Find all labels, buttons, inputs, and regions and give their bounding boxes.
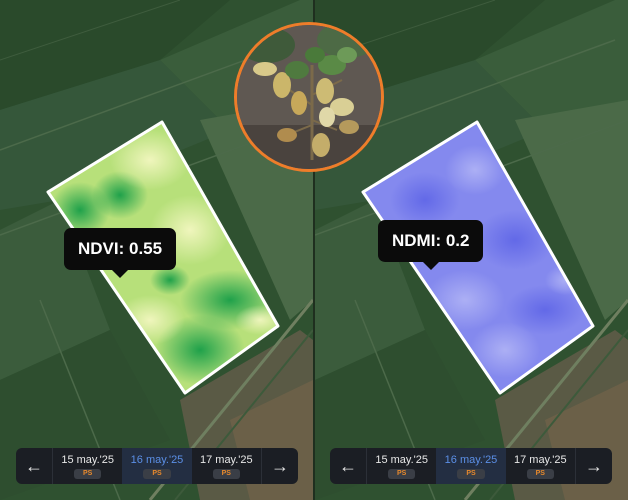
date-label: 17 may.'25 bbox=[199, 453, 253, 466]
date-option[interactable]: 15 may.'25 PS bbox=[53, 448, 122, 484]
source-badge: PS bbox=[212, 468, 240, 479]
next-date-button[interactable]: → bbox=[574, 448, 612, 484]
date-option[interactable]: 17 may.'25 PS bbox=[192, 448, 261, 484]
source-badge: PS bbox=[73, 468, 102, 479]
date-option[interactable]: 15 may.'25 PS bbox=[367, 448, 436, 484]
source-badge: PS bbox=[143, 468, 171, 479]
field-boundary[interactable] bbox=[46, 120, 280, 395]
source-badge: PS bbox=[387, 468, 416, 479]
date-selector: ← 15 may.'25 PS 16 may.'25 PS 17 may.'25… bbox=[16, 448, 298, 484]
wilted-plant-illustration bbox=[237, 25, 381, 169]
date-option-selected[interactable]: 16 may.'25 PS bbox=[436, 448, 506, 484]
date-option-selected[interactable]: 16 may.'25 PS bbox=[122, 448, 192, 484]
next-date-button[interactable]: → bbox=[260, 448, 298, 484]
date-label: 17 may.'25 bbox=[513, 453, 567, 466]
date-selector: ← 15 may.'25 PS 16 may.'25 PS 17 may.'25… bbox=[330, 448, 612, 484]
date-label: 16 may.'25 bbox=[130, 453, 184, 466]
prev-date-button[interactable]: ← bbox=[330, 448, 367, 484]
ndvi-tooltip: NDVI: 0.55 bbox=[64, 228, 177, 278]
date-option[interactable]: 17 may.'25 PS bbox=[506, 448, 575, 484]
arrow-left-icon: ← bbox=[339, 455, 357, 476]
ndmi-tooltip: NDMI: 0.2 bbox=[378, 220, 484, 270]
field-boundary[interactable] bbox=[361, 120, 595, 395]
arrow-right-icon: → bbox=[584, 455, 603, 476]
ndmi-tooltip-text: NDMI: 0.2 bbox=[392, 231, 470, 250]
source-badge: PS bbox=[457, 468, 485, 479]
arrow-right-icon: → bbox=[270, 455, 289, 476]
plant-photo bbox=[234, 22, 384, 172]
arrow-left-icon: ← bbox=[25, 455, 43, 476]
date-label: 16 may.'25 bbox=[444, 453, 498, 466]
date-label: 15 may.'25 bbox=[375, 453, 428, 466]
date-label: 15 may.'25 bbox=[61, 453, 114, 466]
prev-date-button[interactable]: ← bbox=[16, 448, 53, 484]
source-badge: PS bbox=[526, 468, 554, 479]
panel-divider bbox=[313, 0, 315, 500]
ndvi-tooltip-text: NDVI: 0.55 bbox=[78, 239, 163, 258]
